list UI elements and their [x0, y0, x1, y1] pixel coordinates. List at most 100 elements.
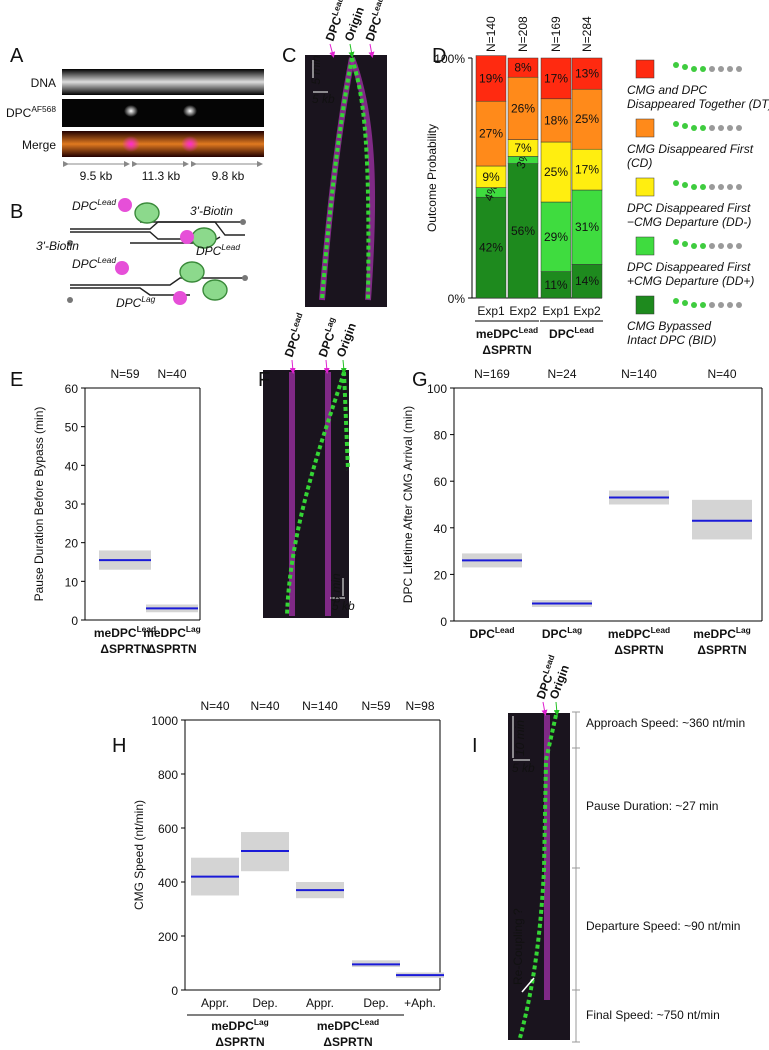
- kymo-label: DPCLead: [361, 0, 391, 43]
- y-tick-label: 600: [158, 822, 178, 836]
- dpc-image: [62, 99, 264, 127]
- y-tick-label: 100: [427, 382, 447, 396]
- panel-letter: G: [412, 369, 428, 391]
- legend-icon: [727, 302, 733, 308]
- panel-letter: A: [10, 45, 24, 67]
- legend-icon: [736, 184, 742, 190]
- label-sup: Lag: [736, 625, 751, 635]
- panel-letter: H: [112, 735, 126, 757]
- legend-label: Intact DPC (BID): [627, 333, 716, 347]
- bar-segment: [540, 57, 572, 100]
- n-label: N=284: [580, 16, 594, 52]
- scale-label: 5 kb: [332, 599, 355, 613]
- y-tick-label: 1000: [151, 714, 178, 728]
- category-label: DPCLag: [542, 625, 582, 641]
- category-label: DPCLead: [549, 325, 594, 341]
- y-tick-label: 20: [65, 537, 79, 551]
- kymo-label: Origin: [334, 321, 359, 359]
- legend-icon: [700, 66, 706, 72]
- row-label: Merge: [22, 138, 56, 152]
- diagram-label: DPCLead: [196, 242, 240, 258]
- label-sup: Lead: [574, 325, 594, 335]
- legend-label: CMG Disappeared First: [627, 142, 754, 156]
- diagram-label: DPCLag: [116, 294, 156, 310]
- category-label: DPCLead: [470, 625, 515, 641]
- y-tick-label: 10: [65, 575, 79, 589]
- merge-image: [62, 131, 264, 157]
- value-label: 29%: [544, 230, 568, 244]
- legend-icon: [691, 243, 697, 249]
- panel-letter: E: [10, 369, 23, 391]
- label-base: meDPC: [211, 1019, 254, 1033]
- y-tick-label: 0: [71, 614, 78, 628]
- y-axis-title: Pause Duration Before Bypass (min): [32, 407, 46, 602]
- legend-icon: [682, 241, 688, 247]
- bar-segment: [507, 76, 539, 140]
- n-label: N=40: [200, 699, 229, 713]
- value-label: 31%: [575, 220, 599, 234]
- n-label: N=169: [549, 16, 563, 52]
- y-tick-label: 40: [65, 459, 79, 473]
- category-label: meDPCLead: [608, 625, 670, 641]
- category-label: meDPCLead: [94, 624, 156, 640]
- bar-segment: [507, 163, 539, 299]
- panel-letter: B: [10, 201, 23, 223]
- merge-spot: [181, 136, 199, 152]
- legend-swatch: [635, 59, 655, 79]
- value-label: 25%: [575, 112, 599, 126]
- kymo-label: DPCLead: [280, 311, 310, 359]
- value-label: 17%: [575, 163, 599, 177]
- category-label: +Aph.: [404, 996, 436, 1010]
- y-tick-label: 800: [158, 768, 178, 782]
- category-label: meDPCLag: [143, 624, 201, 640]
- value-label: 8%: [514, 61, 532, 75]
- n-label: N=40: [707, 367, 736, 381]
- legend-icon: [727, 125, 733, 131]
- legend-icon: [709, 184, 715, 190]
- label-base: DPC: [116, 296, 142, 310]
- label-sup: Lag: [186, 624, 201, 634]
- scale-label: 5 kb: [312, 92, 335, 106]
- category-label: Dep.: [252, 996, 277, 1010]
- legend-icon: [700, 243, 706, 249]
- y-axis-title: CMG Speed (nt/min): [132, 800, 146, 910]
- legend-icon: [691, 302, 697, 308]
- label-base: meDPC: [693, 627, 736, 641]
- legend-icon: [691, 66, 697, 72]
- category-label: ΔSPRTN: [482, 343, 531, 357]
- n-label: N=140: [484, 16, 498, 52]
- y-tick-label: 40: [434, 522, 448, 536]
- panel-letter: I: [472, 735, 478, 757]
- n-label: N=98: [405, 699, 434, 713]
- kymograph-c: [305, 43, 387, 307]
- legend-icon: [709, 243, 715, 249]
- legend-icon: [673, 62, 679, 68]
- label-sup: Lag: [254, 1017, 269, 1027]
- annotation: Departure Speed: ~90 nt/min: [586, 919, 740, 933]
- legend-icon: [691, 184, 697, 190]
- category-label: ΔSPRTN: [147, 642, 196, 656]
- label-sup: Lag: [322, 316, 336, 333]
- legend-icon: [709, 66, 715, 72]
- bar-segment: [571, 88, 603, 150]
- bar-segment: [571, 148, 603, 191]
- bar-segment: [540, 98, 572, 143]
- value-label: 18%: [544, 113, 568, 127]
- diagram-label: 3'-Biotin: [190, 204, 233, 218]
- label-base: meDPC: [608, 627, 651, 641]
- value-label: 26%: [511, 101, 535, 115]
- legend-swatch: [635, 236, 655, 256]
- label-sup: Lead: [651, 625, 671, 635]
- y-tick-label: 0: [440, 615, 447, 629]
- y-axis-title: Outcome Probability: [425, 124, 439, 232]
- bar-segment: [475, 100, 507, 167]
- dpc-spot: [124, 105, 138, 117]
- label-sup: Lead: [540, 653, 556, 675]
- label-sup: Lead: [97, 197, 116, 207]
- value-label: 56%: [511, 224, 535, 238]
- legend-icon: [718, 184, 724, 190]
- scale-label: 5 min: [329, 573, 343, 603]
- legend-icon: [736, 125, 742, 131]
